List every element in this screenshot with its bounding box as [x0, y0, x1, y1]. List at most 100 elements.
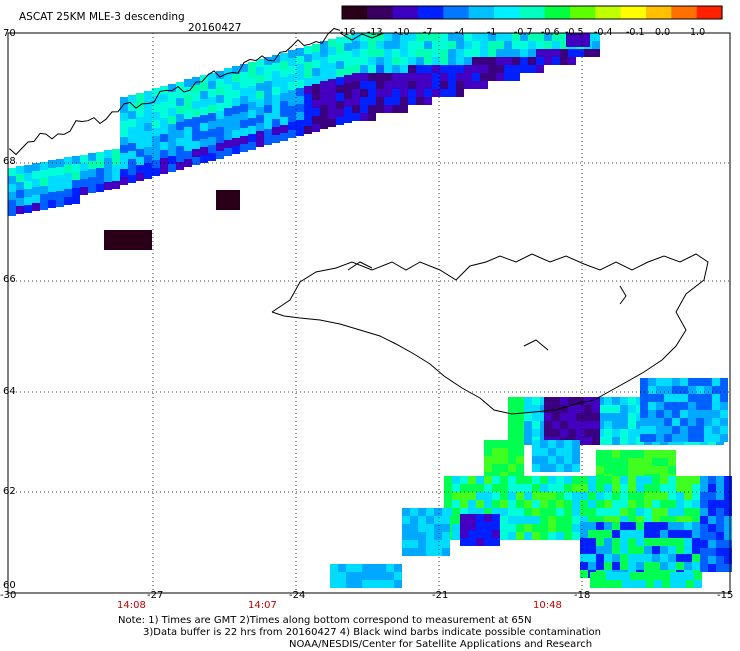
- wind-cell: [104, 182, 112, 190]
- wind-cell: [448, 49, 456, 57]
- wind-cell: [208, 145, 216, 153]
- wind-cell: [416, 33, 424, 41]
- wind-cell: [200, 107, 208, 115]
- wind-cell: [128, 103, 136, 111]
- wind-cell: [500, 464, 508, 472]
- wind-cell: [248, 86, 256, 94]
- wind-cell: [496, 49, 504, 57]
- wind-cell: [168, 140, 176, 148]
- wind-cell: [508, 413, 516, 421]
- wind-cell: [676, 554, 684, 562]
- wind-cell: [304, 62, 312, 70]
- wind-cell: [692, 484, 700, 492]
- wind-cell: [552, 57, 560, 65]
- wind-cell: [684, 530, 692, 538]
- wind-cell: [668, 522, 676, 530]
- wind-cell: [384, 97, 392, 105]
- wind-cell: [296, 96, 304, 104]
- wind-cell: [432, 65, 440, 73]
- wind-cell: [580, 530, 588, 538]
- wind-cell: [320, 73, 328, 81]
- wind-cell: [708, 540, 716, 548]
- wind-cell: [588, 530, 596, 538]
- wind-cell: [688, 426, 696, 434]
- wind-cell: [620, 530, 628, 538]
- wind-cell: [160, 166, 168, 174]
- wind-cell: [312, 116, 320, 124]
- wind-cell: [492, 456, 500, 464]
- wind-cell: [644, 508, 652, 516]
- colorbar-swatch: [443, 6, 470, 19]
- wind-cell: [320, 121, 328, 129]
- wind-cell: [392, 105, 400, 113]
- wind-cell: [630, 580, 638, 588]
- wind-cell: [664, 426, 672, 434]
- wind-cell: [344, 91, 352, 99]
- wind-cell: [564, 508, 572, 516]
- wind-cell: [644, 492, 652, 500]
- wind-cell: [376, 81, 384, 89]
- wind-cell: [612, 437, 620, 445]
- wind-cell: [596, 508, 604, 516]
- wind-cell: [564, 532, 572, 540]
- wind-cell: [392, 65, 400, 73]
- wind-cell: [620, 500, 628, 508]
- wind-cell: [40, 202, 48, 210]
- wind-cell: [604, 516, 612, 524]
- wind-cell: [216, 135, 224, 143]
- wind-cell: [596, 562, 604, 570]
- note-line: Note: 1) Times are GMT 2)Times along bot…: [118, 615, 532, 626]
- wind-cell: [296, 72, 304, 80]
- wind-cell: [576, 49, 584, 57]
- wind-cell: [536, 33, 544, 41]
- wind-cell: [352, 81, 360, 89]
- wind-cell: [696, 410, 704, 418]
- wind-cell: [336, 61, 344, 69]
- wind-cell: [580, 476, 588, 484]
- wind-cell: [512, 41, 520, 49]
- wind-cell: [312, 100, 320, 108]
- wind-cell: [628, 554, 636, 562]
- wind-cell: [280, 109, 288, 117]
- wind-cell: [612, 508, 620, 516]
- wind-cell: [708, 524, 716, 532]
- wind-cell: [676, 538, 684, 546]
- wind-cell: [48, 168, 56, 176]
- wind-cell: [416, 57, 424, 65]
- wind-cell: [128, 151, 136, 159]
- wind-cell: [208, 129, 216, 137]
- wind-cell: [524, 476, 532, 484]
- wind-cell: [620, 466, 628, 474]
- wind-cell: [480, 49, 488, 57]
- wind-cell: [136, 109, 144, 117]
- wind-cell: [328, 63, 336, 71]
- wind-cell: [588, 554, 596, 562]
- wind-cell: [580, 516, 588, 524]
- wind-cell: [568, 429, 576, 437]
- wind-cell: [288, 130, 296, 138]
- wind-cell: [696, 378, 704, 386]
- wind-cell: [668, 466, 676, 474]
- wind-cell: [248, 102, 256, 110]
- colorbar-label: 0.0: [655, 27, 671, 38]
- wind-cell: [660, 476, 668, 484]
- wind-cell: [648, 402, 656, 410]
- wind-cell: [724, 556, 732, 564]
- colorbar-label: -7: [423, 27, 433, 38]
- wind-cell: [708, 532, 716, 540]
- lat-label: 60: [3, 580, 16, 591]
- coastline-path: [523, 339, 549, 351]
- wind-cell: [304, 86, 312, 94]
- wind-cell: [656, 434, 664, 442]
- wind-cell: [660, 492, 668, 500]
- wind-cell: [288, 122, 296, 130]
- wind-cell: [564, 524, 572, 532]
- wind-cell: [678, 580, 686, 588]
- wind-cell: [720, 410, 728, 418]
- lon-label: -24: [289, 590, 306, 601]
- wind-cell: [724, 548, 732, 556]
- wind-cell: [532, 516, 540, 524]
- wind-cell: [344, 115, 352, 123]
- wind-cell: [296, 128, 304, 136]
- wind-cell: [580, 508, 588, 516]
